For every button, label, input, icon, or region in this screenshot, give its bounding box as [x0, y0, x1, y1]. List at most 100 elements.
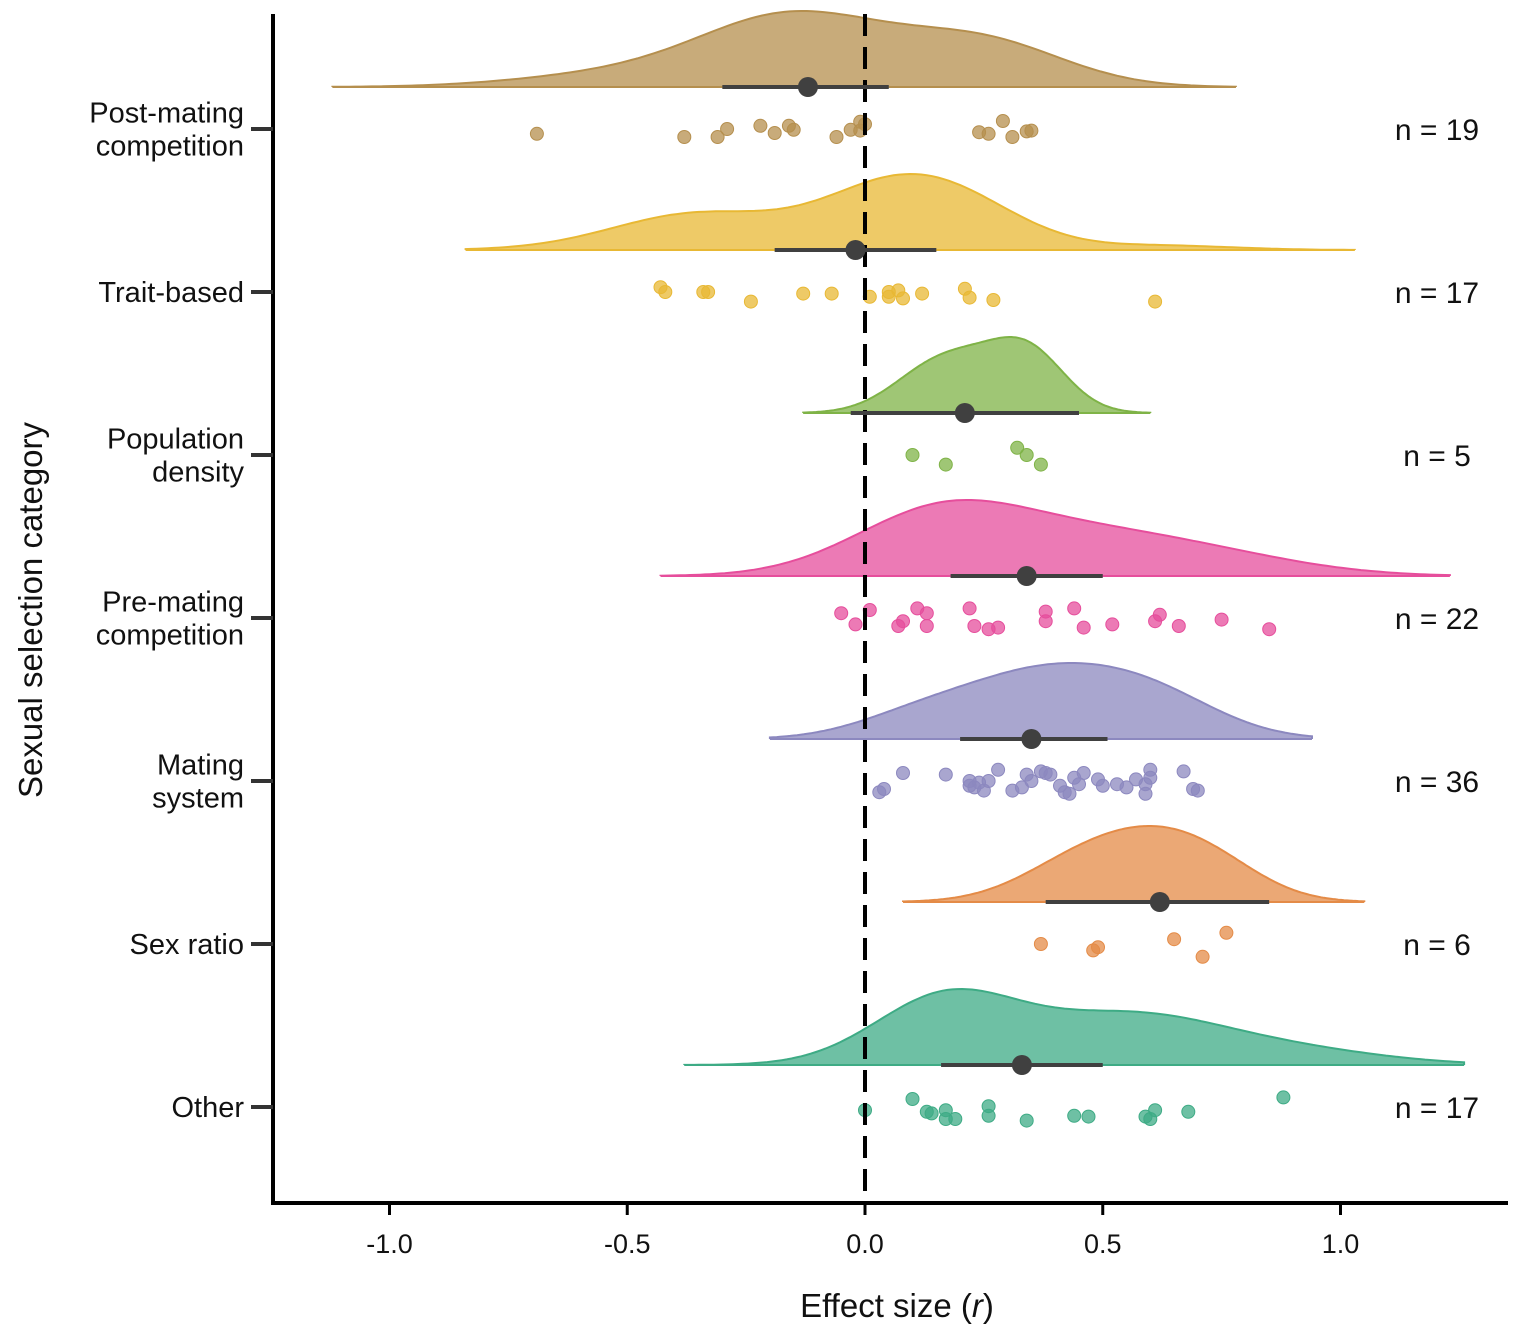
category-label-3-1: competition	[96, 620, 244, 652]
point-6-5	[938, 1103, 953, 1118]
x-tick-label-2: 0.0	[846, 1229, 884, 1259]
point-4-32	[1143, 770, 1158, 785]
mean-point-3	[1016, 566, 1037, 586]
point-1-4	[743, 294, 758, 309]
n-label-5: n = 6	[1403, 929, 1471, 962]
point-4-1	[877, 782, 891, 796]
point-6-8	[981, 1099, 996, 1114]
n-label-2: n = 5	[1403, 440, 1471, 473]
point-0-4	[753, 118, 768, 133]
point-5-4	[1195, 949, 1210, 964]
point-4-14	[1024, 774, 1039, 788]
point-5-5	[1219, 925, 1234, 940]
density-0	[332, 11, 1236, 87]
density-2	[803, 337, 1151, 413]
mean-point-4	[1021, 729, 1042, 749]
point-2-2	[1010, 440, 1025, 455]
mean-point-1	[845, 240, 866, 260]
x-axis-title-close: )	[983, 1287, 994, 1324]
point-0-15	[995, 114, 1010, 128]
point-0-8	[829, 130, 844, 144]
density-layer	[331, 10, 1466, 1066]
point-3-18	[1152, 607, 1167, 622]
point-4-30	[1138, 786, 1153, 801]
mean-point-6	[1011, 1055, 1032, 1075]
y-axis-title: Sexual selection category	[12, 421, 49, 798]
x-tick-label-1: -0.5	[604, 1229, 651, 1259]
category-label-5-0: Sex ratio	[130, 929, 244, 961]
x-tick-label-4: 1.0	[1322, 1229, 1360, 1259]
point-3-16	[1105, 617, 1120, 632]
mean-point-5	[1149, 892, 1170, 912]
category-label-2-1: density	[152, 457, 244, 489]
point-6-6	[948, 1112, 963, 1126]
n-label-0: n = 19	[1395, 114, 1479, 147]
category-label-4-0: Mating	[157, 750, 244, 782]
point-4-2	[896, 766, 910, 780]
x-axis-title: Effect size (r)	[800, 1287, 994, 1324]
point-3-11	[991, 620, 1006, 635]
point-2-3	[1019, 448, 1034, 462]
point-0-5	[767, 126, 782, 140]
point-3-0	[834, 606, 849, 621]
density-outline-5	[902, 825, 1366, 903]
point-6-1	[905, 1092, 920, 1106]
density-3	[660, 500, 1450, 576]
point-4-17	[1043, 767, 1058, 782]
density-1	[465, 174, 1355, 250]
density-outline-4	[768, 662, 1313, 739]
point-3-8	[962, 601, 977, 616]
category-label-1-0: Trait-based	[98, 277, 244, 309]
point-1-11	[896, 291, 910, 306]
category-label-3-0: Pre-mating	[102, 587, 244, 619]
point-1-14	[962, 290, 977, 305]
point-0-14	[981, 126, 996, 141]
point-0-0	[529, 126, 544, 141]
density-outline-2	[802, 336, 1152, 414]
n-label-3: n = 22	[1395, 603, 1479, 636]
density-outline-3	[659, 499, 1451, 577]
point-6-11	[1081, 1109, 1096, 1124]
point-6-10	[1067, 1108, 1082, 1123]
point-4-23	[1076, 766, 1091, 780]
density-outline-1	[464, 172, 1356, 251]
axes	[271, 14, 1508, 1205]
point-2-1	[938, 457, 953, 472]
x-tick-label-3: 0.5	[1084, 1229, 1122, 1259]
density-4	[769, 663, 1312, 739]
point-4-25	[1095, 778, 1110, 793]
x-tick-label-0: -1.0	[366, 1229, 413, 1259]
point-3-21	[1262, 622, 1277, 637]
category-label-2-0: Population	[107, 424, 244, 456]
point-1-12	[915, 286, 930, 301]
point-1-5	[796, 286, 811, 301]
point-6-16	[1276, 1090, 1291, 1105]
category-label-0-1: competition	[96, 131, 244, 163]
point-3-1	[848, 617, 863, 632]
point-2-4	[1033, 457, 1048, 472]
point-3-6	[919, 619, 934, 633]
n-label-1: n = 17	[1395, 277, 1479, 310]
density-outline-0	[331, 10, 1237, 88]
point-4-3	[938, 767, 953, 782]
point-4-10	[991, 762, 1006, 777]
point-3-19	[1171, 619, 1186, 633]
point-5-0	[1033, 937, 1048, 951]
point-1-6	[824, 286, 839, 301]
summary-layer	[722, 77, 1270, 1075]
category-label-6-0: Other	[171, 1092, 244, 1124]
point-3-15	[1076, 620, 1091, 635]
x-axis-title-variable: r	[972, 1287, 985, 1324]
density-outline-6	[683, 987, 1466, 1066]
point-3-13	[1038, 604, 1053, 619]
point-3-9	[967, 619, 982, 633]
point-5-2	[1091, 940, 1105, 955]
point-0-2	[710, 130, 725, 144]
point-4-9	[981, 774, 996, 788]
point-5-3	[1167, 932, 1182, 947]
point-3-7	[919, 606, 934, 621]
point-4-20	[1062, 786, 1077, 801]
point-6-9	[1019, 1113, 1034, 1128]
